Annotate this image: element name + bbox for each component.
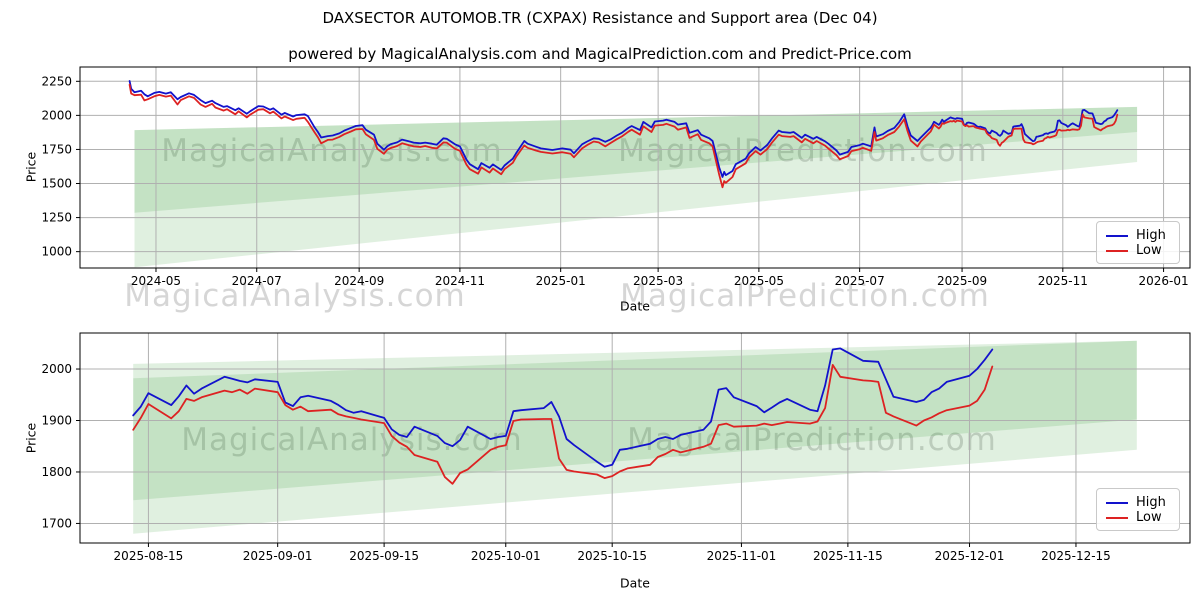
y-axis-label-top: Price — [23, 151, 39, 183]
svg-text:2000: 2000 — [41, 108, 72, 122]
high-line-swatch-icon — [1106, 501, 1128, 504]
svg-text:1250: 1250 — [41, 211, 72, 225]
svg-text:2025-05: 2025-05 — [734, 274, 784, 288]
svg-text:1750: 1750 — [41, 142, 72, 156]
high-line-swatch-icon — [1106, 234, 1128, 237]
legend-entry-high: High — [1106, 228, 1171, 243]
svg-text:2000: 2000 — [41, 362, 72, 376]
svg-text:2025-10-15: 2025-10-15 — [577, 549, 647, 563]
chart-subtitle: powered by MagicalAnalysis.com and Magic… — [288, 45, 912, 63]
watermark-text: MagicalAnalysis.com — [124, 278, 466, 314]
legend-top: High Low — [1096, 221, 1180, 264]
svg-text:1900: 1900 — [41, 414, 72, 428]
svg-text:2025-10-01: 2025-10-01 — [471, 549, 541, 563]
x-axis-label-bottom: Date — [620, 575, 650, 591]
chart-title: DAXSECTOR AUTOMOB.TR (CXPAX) Resistance … — [322, 9, 878, 27]
low-line-swatch-icon — [1106, 249, 1128, 252]
watermark-text: MagicalPrediction.com — [620, 278, 990, 314]
legend-label-high: High — [1136, 494, 1166, 510]
svg-text:2024-05: 2024-05 — [131, 274, 181, 288]
legend-label-low: Low — [1136, 242, 1162, 258]
svg-text:2024-07: 2024-07 — [232, 274, 282, 288]
svg-text:2025-11: 2025-11 — [1038, 274, 1088, 288]
svg-text:2025-12-15: 2025-12-15 — [1041, 549, 1111, 563]
svg-text:2025-08-15: 2025-08-15 — [114, 549, 184, 563]
svg-text:2025-03: 2025-03 — [633, 274, 683, 288]
y-axis-label-bottom: Price — [23, 422, 39, 454]
legend-entry-low: Low — [1106, 243, 1171, 258]
watermark-text: MagicalPrediction.com — [627, 422, 997, 458]
legend-label-low: Low — [1136, 509, 1162, 525]
svg-text:2026-01: 2026-01 — [1139, 274, 1189, 288]
svg-text:2025-09: 2025-09 — [937, 274, 987, 288]
svg-text:2025-01: 2025-01 — [536, 274, 586, 288]
watermark-text: MagicalAnalysis.com — [181, 422, 523, 458]
x-axis-label-top: Date — [620, 298, 650, 314]
svg-text:1700: 1700 — [41, 516, 72, 530]
svg-text:1800: 1800 — [41, 465, 72, 479]
svg-text:2250: 2250 — [41, 74, 72, 88]
svg-text:2025-09-01: 2025-09-01 — [243, 549, 313, 563]
legend-entry-low: Low — [1106, 510, 1171, 525]
watermark-text: MagicalPrediction.com — [618, 133, 988, 169]
svg-text:2025-09-15: 2025-09-15 — [349, 549, 419, 563]
legend-entry-high: High — [1106, 495, 1171, 510]
low-line-swatch-icon — [1106, 516, 1128, 519]
svg-text:2025-12-01: 2025-12-01 — [935, 549, 1005, 563]
legend-bottom: High Low — [1096, 488, 1180, 531]
svg-text:2025-11-15: 2025-11-15 — [813, 549, 883, 563]
svg-text:2024-11: 2024-11 — [435, 274, 485, 288]
svg-text:2024-09: 2024-09 — [334, 274, 384, 288]
svg-text:1000: 1000 — [41, 245, 72, 259]
svg-text:2025-11-01: 2025-11-01 — [707, 549, 777, 563]
svg-text:2025-07: 2025-07 — [835, 274, 885, 288]
svg-text:1500: 1500 — [41, 177, 72, 191]
legend-label-high: High — [1136, 227, 1166, 243]
